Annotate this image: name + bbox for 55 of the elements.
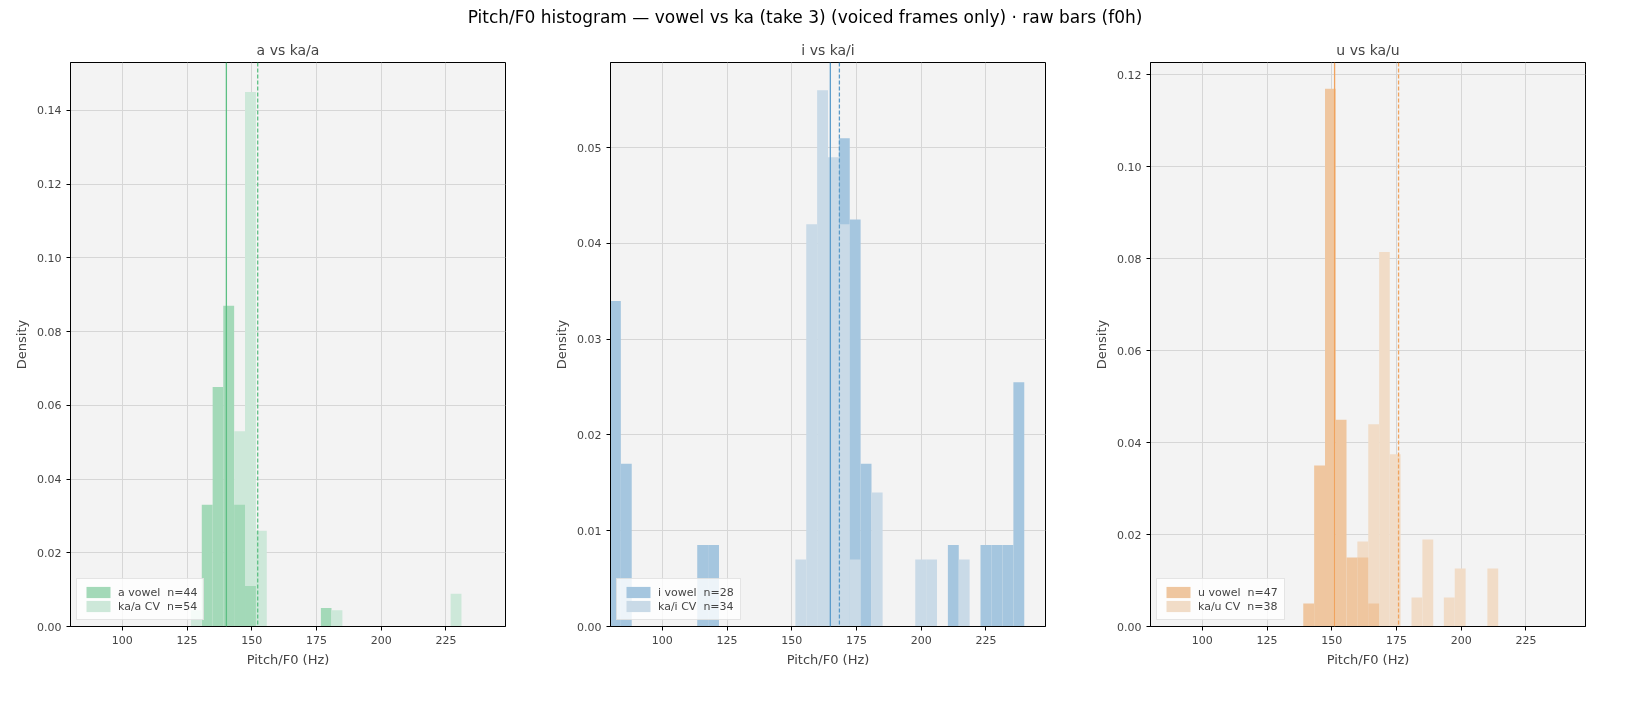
text: Pitch/F0 histogram — vowel vs ka (take 3) (voiced frames only) · raw bars (f0h)	[467, 6, 1143, 29]
x-tick-label: 125	[716, 633, 738, 647]
x-tick-label: 200	[910, 633, 932, 647]
y-axis-title: Density	[14, 319, 30, 370]
x-tick-label: 100	[651, 633, 673, 647]
x-tick-label: 225	[975, 633, 997, 647]
x-tick-label: 200	[1450, 633, 1472, 647]
legend-label: a vowel n=44	[118, 585, 198, 600]
x-axis-title: Pitch/F0 (Hz)	[786, 651, 870, 667]
legend-label: ka/i CV n=34	[658, 599, 734, 614]
y-tick-label: 0.04	[37, 473, 62, 487]
chart-title: u vs ka/u	[1336, 41, 1400, 58]
y-tick-label: 0.00	[1117, 620, 1142, 634]
x-axis-title: Pitch/F0 (Hz)	[246, 651, 330, 667]
y-tick-label: 0.01	[577, 525, 602, 539]
x-tick-label: 125	[176, 633, 198, 647]
legend-label: u vowel n=47	[1198, 585, 1278, 600]
y-tick-label: 0.00	[37, 620, 62, 634]
chart-title: a vs ka/a	[256, 41, 320, 58]
legend-label: ka/a CV n=54	[118, 599, 198, 614]
x-tick-label: 100	[111, 633, 133, 647]
y-tick-label: 0.12	[37, 178, 62, 192]
y-axis-title: Density	[554, 319, 570, 370]
x-tick-label: 175	[845, 633, 867, 647]
y-tick-label: 0.06	[1117, 344, 1142, 358]
y-axis-title: Density	[1094, 319, 1110, 370]
y-tick-label: 0.02	[577, 429, 602, 443]
y-tick-label: 0.08	[1117, 253, 1142, 267]
y-tick-label: 0.08	[37, 325, 62, 339]
x-tick-label: 150	[241, 633, 263, 647]
y-tick-label: 0.14	[37, 104, 62, 118]
x-tick-label: 150	[781, 633, 803, 647]
y-tick-label: 0.10	[1117, 161, 1142, 175]
y-tick-label: 0.05	[577, 142, 602, 155]
y-tick-label: 0.04	[577, 237, 602, 251]
y-tick-label: 0.02	[1117, 528, 1142, 542]
y-tick-label: 0.02	[37, 547, 62, 561]
x-tick-label: 175	[305, 633, 327, 647]
x-tick-label: 125	[1256, 633, 1278, 647]
x-tick-label: 100	[1191, 633, 1213, 647]
y-tick-label: 0.04	[1117, 436, 1142, 450]
x-tick-label: 225	[1515, 633, 1537, 647]
x-axis-title: Pitch/F0 (Hz)	[1326, 651, 1410, 667]
y-tick-label: 0.10	[37, 252, 62, 266]
x-tick-label: 200	[370, 633, 392, 647]
y-tick-label: 0.00	[577, 620, 602, 634]
legend-label: ka/u CV n=38	[1198, 599, 1278, 614]
x-tick-label: 175	[1385, 633, 1407, 647]
y-tick-label: 0.12	[1117, 69, 1142, 83]
legend-label: i vowel n=28	[658, 585, 734, 600]
x-tick-label: 150	[1321, 633, 1343, 647]
y-tick-label: 0.06	[37, 399, 62, 413]
chart-title: i vs ka/i	[801, 41, 855, 58]
y-tick-label: 0.03	[577, 333, 602, 347]
x-tick-label: 225	[435, 633, 457, 647]
